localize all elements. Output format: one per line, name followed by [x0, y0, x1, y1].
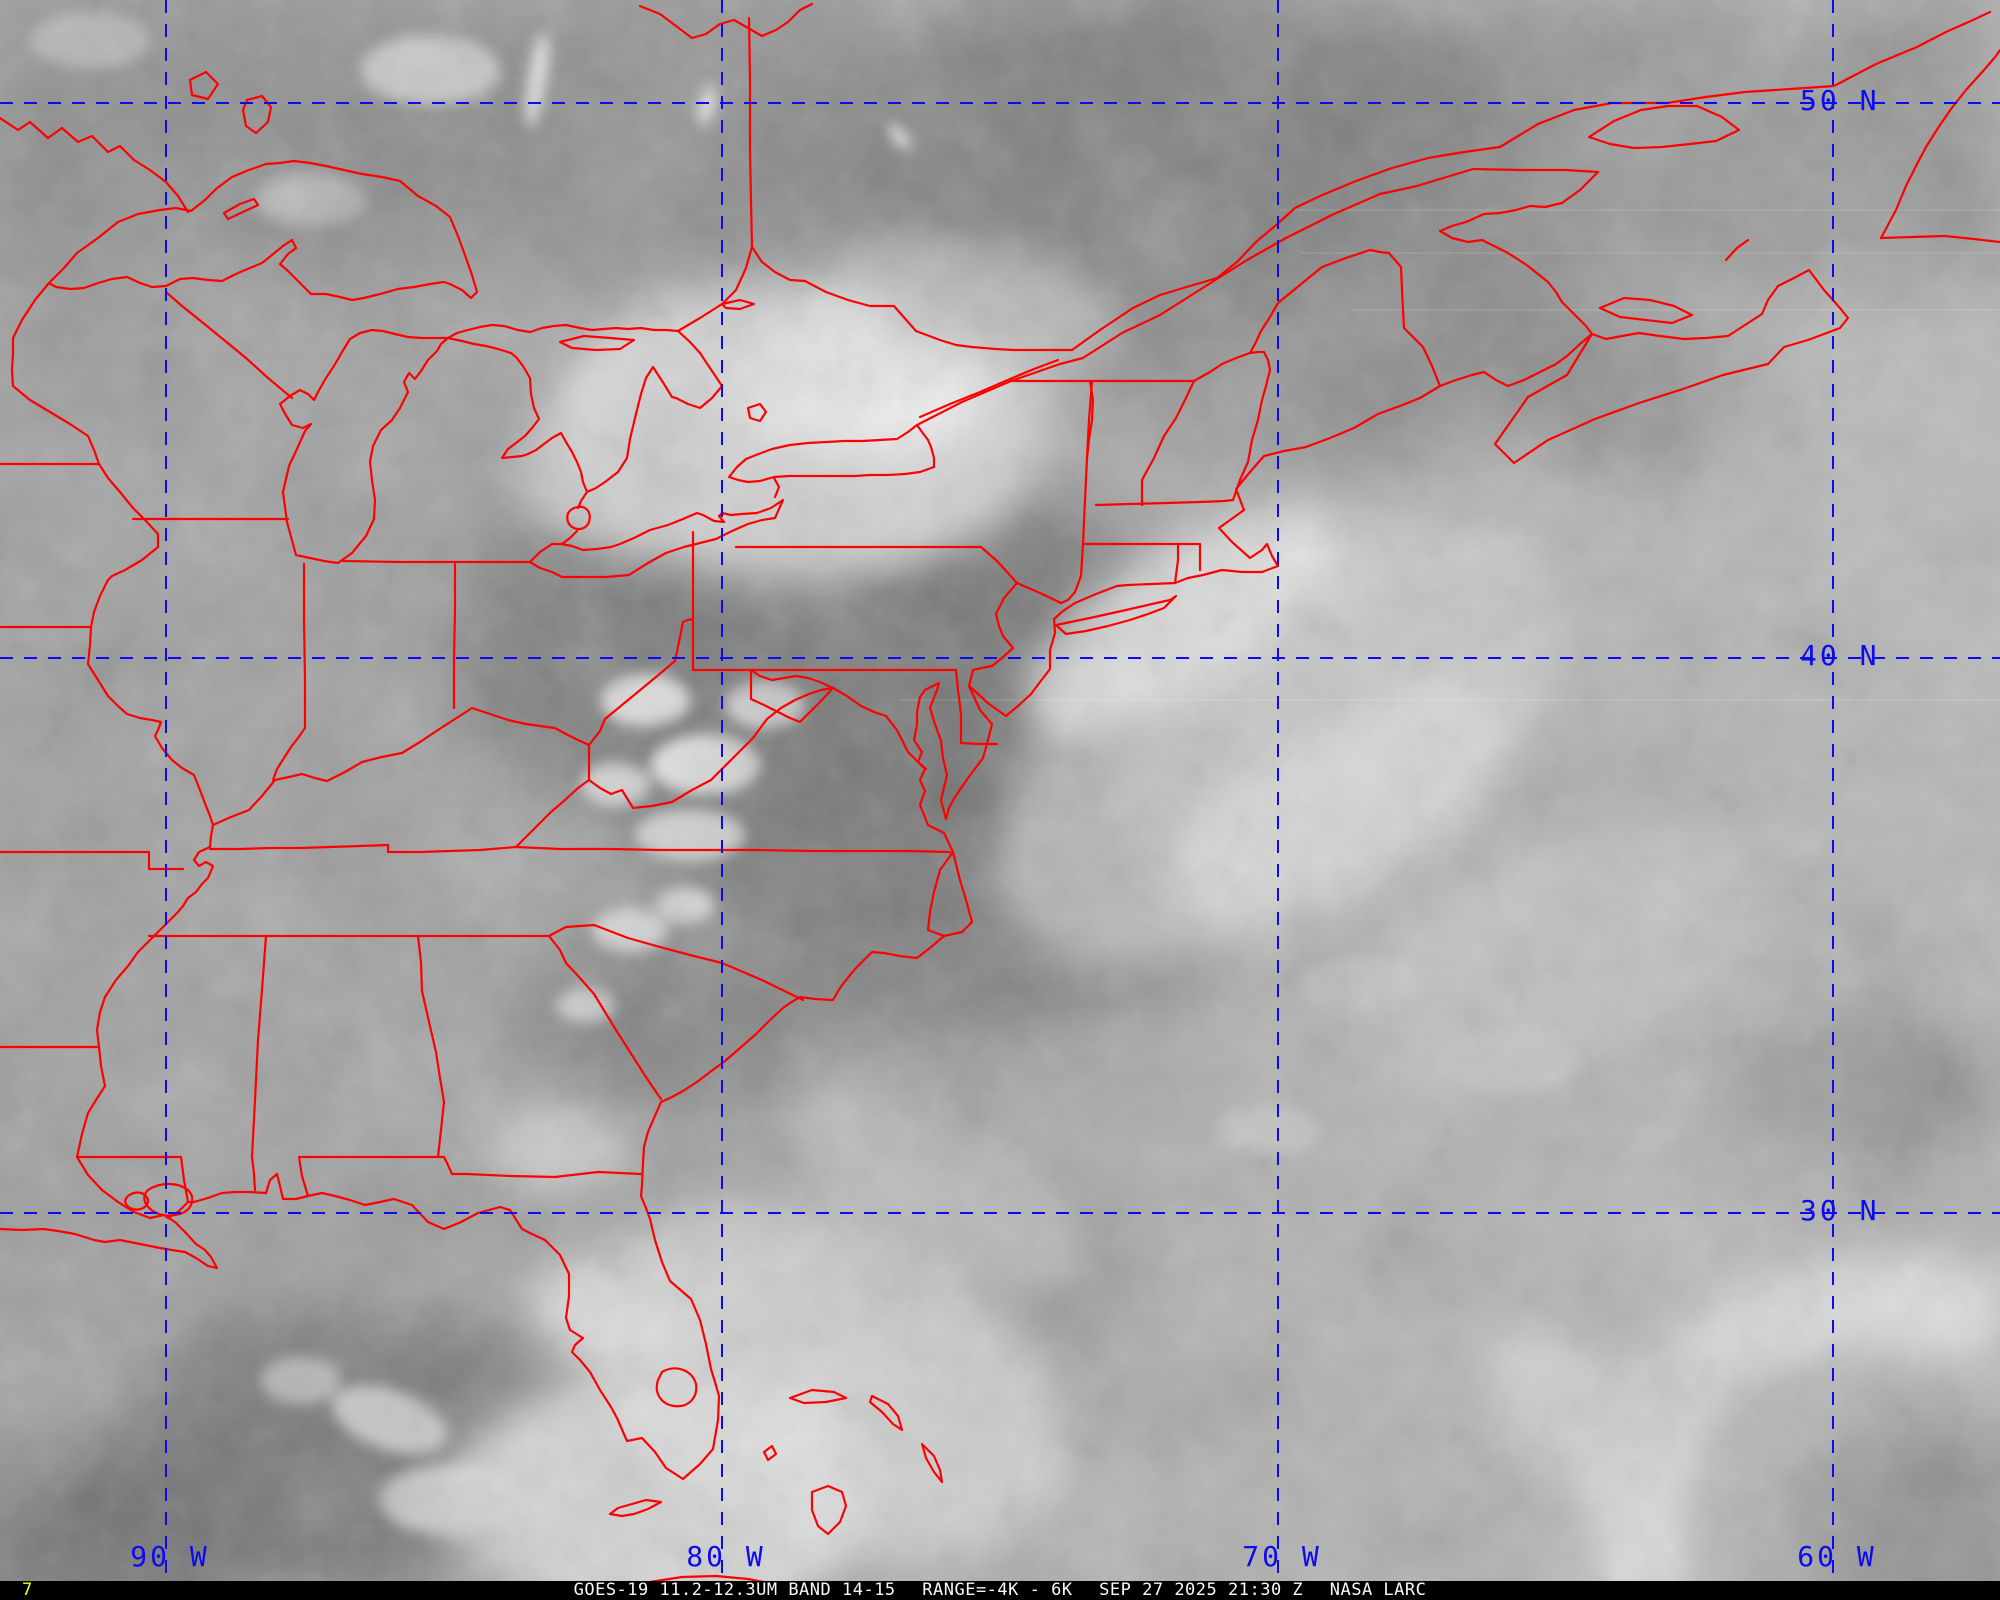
caption-product: GOES-19 11.2-12.3UM BAND 14-15 — [573, 1580, 896, 1600]
caption-text: GOES-19 11.2-12.3UM BAND 14-15 RANGE=-4K … — [574, 1581, 1427, 1600]
latitude-label: 30 N — [1800, 1194, 1879, 1227]
longitude-label: 60 W — [1797, 1540, 1876, 1573]
longitude-label: 90 W — [130, 1540, 209, 1573]
longitude-label: 80 W — [686, 1540, 765, 1573]
longitude-label: 70 W — [1242, 1540, 1321, 1573]
caption-credit: NASA LARC — [1329, 1580, 1427, 1600]
latitude-label: 40 N — [1800, 639, 1879, 672]
caption-bar: 7 GOES-19 11.2-12.3UM BAND 14-15 RANGE=-4… — [0, 1581, 2000, 1600]
latitude-label: 50 N — [1800, 84, 1879, 117]
caption-timestamp: SEP 27 2025 21:30 Z — [1099, 1580, 1304, 1600]
caption-range: RANGE=-4K - 6K — [922, 1580, 1073, 1600]
scan-artifact-lines — [900, 209, 2000, 701]
frame-number: 7 — [22, 1580, 33, 1600]
